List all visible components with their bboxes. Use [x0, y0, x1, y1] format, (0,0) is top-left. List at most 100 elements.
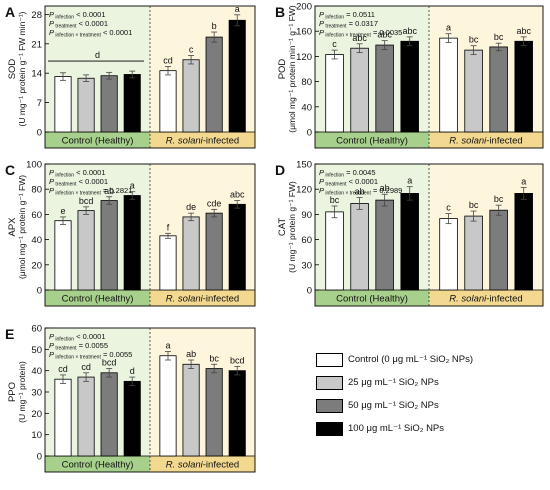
bar [205, 36, 223, 133]
bar [228, 19, 246, 133]
stats-line: P infection = 0.0045 [319, 168, 376, 179]
panel-D: Control (Healthy) R. solani-infected 0 30 60… [275, 160, 544, 307]
bar [54, 220, 72, 291]
stats-line: P treatment = 0.0055 [49, 341, 108, 352]
y-axis-unit: (U mg⁻¹ protein) [17, 361, 27, 423]
bar [439, 218, 458, 291]
legend-item-25: 25 μg mL⁻¹ SiO₂ NPs [316, 373, 546, 392]
bar [514, 192, 533, 291]
y-tick-label: 80 [301, 77, 312, 88]
bar [100, 75, 118, 133]
infected-band [150, 132, 255, 148]
y-tick-label: 30 [31, 388, 42, 399]
stats-line: P treatment < 0.0001 [49, 19, 108, 30]
significance-letter: a [407, 176, 412, 186]
panel-letter: C [5, 162, 15, 178]
bar [77, 210, 95, 291]
stats-line: P infection × treatment = 0.0055 [49, 350, 132, 361]
significance-letter: cde [207, 198, 222, 208]
significance-letter: bcd [79, 196, 94, 206]
y-tick-label: 50 [31, 345, 42, 356]
significance-letter: ab [355, 187, 365, 197]
bar [77, 77, 95, 133]
group-label-infected: R. solani-infected [166, 460, 239, 471]
y-axis-title: CAT [277, 218, 288, 236]
significance-letter: de [186, 202, 196, 212]
stats-line: P infection × treatment = 0.2821 [49, 186, 132, 197]
bar [228, 203, 246, 291]
y-axis-title: POD [277, 59, 288, 80]
bar [159, 235, 177, 291]
y-tick-label: 40 [31, 235, 42, 246]
bar [375, 44, 394, 133]
y-axis-title: PPO [7, 382, 18, 402]
healthy-band [45, 456, 150, 472]
y-tick-label: 40 [301, 102, 312, 113]
significance-letter: abc [377, 30, 392, 40]
infected-band [150, 290, 255, 306]
infected-band [429, 132, 543, 148]
significance-letter: ab [186, 349, 196, 359]
significance-letter: c [189, 45, 194, 55]
significance-letter: a [165, 340, 170, 350]
legend-swatch-25 [316, 375, 343, 390]
legend-label-100: 100 μg mL⁻¹ SiO₂ NPs [348, 423, 445, 434]
significance-letter: bcd [102, 358, 117, 368]
legend-item-50: 50 μg mL⁻¹ SiO₂ NPs [316, 396, 546, 415]
bar [439, 37, 458, 133]
bar [489, 209, 508, 291]
panel-A: Control (Healthy) R. solani-infected 0 7 14 2… [5, 4, 256, 149]
y-tick-label: 10 [31, 430, 42, 441]
stats-line: P treatment = 0.0317 [319, 19, 378, 30]
stats-line: P infection = 0.0511 [319, 10, 375, 21]
significance-letter: c [332, 39, 337, 49]
stats-line: P treatment < 0.0001 [49, 177, 108, 188]
panel-E: Control (Healthy) R. solani-infected 0 10 20… [5, 324, 256, 473]
significance-letter: ab [104, 186, 114, 196]
stats-line: P infection × treatment = 0.0035 [319, 28, 402, 39]
significance-letter: e [60, 206, 65, 216]
y-axis-unit: (μmol mg⁻¹ protein min⁻¹ g⁻¹ FW) [287, 5, 297, 133]
y-tick-label: 0 [307, 286, 312, 297]
group-label-healthy: Control (Healthy) [62, 460, 134, 471]
y-tick-label: 200 [296, 2, 312, 13]
y-tick-label: 0 [37, 128, 42, 139]
significance-letter: c [446, 203, 451, 213]
significance-letter: f [167, 222, 170, 232]
bar [350, 203, 369, 291]
stats-line: P treatment < 0.0001 [319, 177, 378, 188]
significance-letter: bc [469, 35, 479, 45]
y-axis-title: SOD [7, 59, 18, 80]
y-tick-label: 160 [296, 27, 312, 38]
legend-label-50: 50 μg mL⁻¹ SiO₂ NPs [348, 400, 439, 411]
legend: Control (0 μg mL⁻¹ SiO₂ NPs) 25 μg mL⁻¹ … [316, 350, 546, 442]
bar [182, 363, 200, 457]
significance-letter: cd [163, 55, 173, 65]
y-tick-label: 28 [31, 10, 42, 21]
significance-letter: abc [402, 26, 417, 36]
y-axis-unit: (U mg⁻¹ protein g⁻¹ FW) [287, 181, 297, 273]
group-label-healthy: Control (Healthy) [62, 294, 134, 305]
healthy-band [315, 132, 429, 148]
y-tick-label: 120 [296, 185, 312, 196]
y-tick-label: 0 [307, 128, 312, 139]
significance-letter: bc [494, 32, 504, 42]
bar [205, 368, 223, 457]
bar [123, 74, 141, 133]
bar [464, 49, 483, 133]
bar [123, 195, 141, 291]
y-axis-title: APX [7, 217, 18, 237]
legend-swatch-50 [316, 398, 343, 413]
bar [375, 199, 394, 291]
y-tick-label: 20 [31, 260, 42, 271]
bar [325, 211, 344, 291]
y-tick-label: 60 [31, 324, 42, 335]
bar [100, 200, 118, 291]
group-label-infected: R. solani-infected [449, 136, 522, 147]
panel-letter: A [5, 4, 15, 20]
bar [400, 40, 419, 133]
legend-swatch-control [316, 352, 343, 367]
legend-label-25: 25 μg mL⁻¹ SiO₂ NPs [348, 377, 439, 388]
y-axis-unit: (U mg⁻¹ protein g⁻¹ FW min⁻¹) [17, 11, 27, 126]
